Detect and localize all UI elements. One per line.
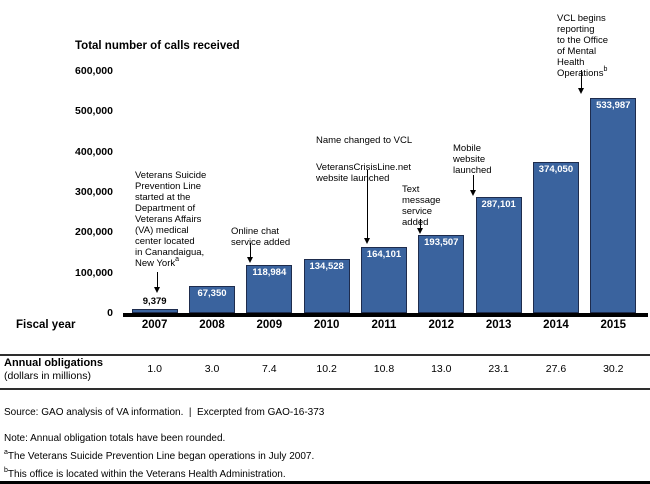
obligation-value: 10.2 xyxy=(316,363,337,375)
obligations-values: 1.0 3.0 7.4 10.2 10.8 13.0 23.1 27.6 30.2 xyxy=(126,363,642,375)
bar-slot-2013: 287,101 xyxy=(470,71,527,313)
bar-slot-2008: 67,350 xyxy=(183,71,240,313)
x-axis-tick: 2013 xyxy=(485,319,512,331)
y-axis-tick: 300,000 xyxy=(75,186,113,198)
x-axis-tick: 2014 xyxy=(543,319,569,331)
annotation-text: Mobile website launched xyxy=(453,143,492,176)
footnote-b-text: This office is located within the Vetera… xyxy=(7,469,286,480)
note-line: Note: Annual obligation totals have been… xyxy=(4,433,226,444)
figure-bottom-border xyxy=(0,481,650,484)
bar-slot-2010: 134,528 xyxy=(298,71,355,313)
x-axis-tick: 2007 xyxy=(141,319,168,331)
bars: 9,379 67,350 118,984 134,528 164,101 193,507 2… xyxy=(126,71,642,313)
bar-2008 xyxy=(188,285,235,313)
obligations-row-label: Annual obligations xyxy=(4,357,103,369)
bar-value-label: 193,507 xyxy=(424,236,459,248)
annotation-prevention-line-start: Veterans Suicide Prevention Line started… xyxy=(135,159,230,269)
bar-value-label: 533,987 xyxy=(596,99,631,111)
bar-value-label: 9,379 xyxy=(142,296,167,308)
y-axis: 600,000 500,000 400,000 300,000 200,000 100,0… xyxy=(0,0,113,335)
table-rule-top xyxy=(0,354,650,356)
annotation-mobile-website: Mobile website launched xyxy=(453,132,513,176)
bar-2013 xyxy=(475,197,522,313)
x-axis-tick: 2011 xyxy=(371,319,397,331)
y-axis-tick: 100,000 xyxy=(75,266,113,279)
annotation-arrow-2015 xyxy=(577,70,585,94)
annotation-name-change: Name changed to VCL VeteransCrisisLine.n… xyxy=(316,124,451,195)
annotation-arrow-2007 xyxy=(153,272,161,293)
footnote-marker-b: b xyxy=(603,65,608,73)
obligation-value: 3.0 xyxy=(204,363,220,375)
footnote-a-marker: a xyxy=(4,448,8,456)
bar-slot-2011: 164,101 xyxy=(355,71,412,313)
bar-value-label: 134,528 xyxy=(309,260,344,272)
annotation-arrow-2011 xyxy=(363,170,371,244)
annotation-text: VeteransCrisisLine.net website launched xyxy=(316,162,412,184)
y-axis-tick: 400,000 xyxy=(75,145,113,158)
footnote-marker-a: a xyxy=(175,255,180,263)
annotation-heading: Name changed to VCL xyxy=(316,135,413,146)
bar-value-label: 287,101 xyxy=(481,199,516,211)
footnote-a-text: The Veterans Suicide Prevention Line beg… xyxy=(7,451,315,462)
annotation-vcl-reporting: VCL begins reporting to the Office of Me… xyxy=(557,2,627,79)
annotation-text: Veterans Suicide Prevention Line started… xyxy=(135,170,207,269)
bar-slot-2012: 193,507 xyxy=(413,71,470,313)
footnote-a: aThe Veterans Suicide Prevention Line be… xyxy=(4,448,315,462)
table-rule-bottom xyxy=(0,388,650,390)
bar-2009 xyxy=(246,265,293,313)
source-line: Source: GAO analysis of VA information. … xyxy=(4,407,325,418)
footnote-b: bThis office is located within the Veter… xyxy=(4,466,286,480)
y-axis-tick: 600,000 xyxy=(75,65,113,77)
bar-slot-2014: 374,050 xyxy=(527,71,584,313)
obligation-value: 23.1 xyxy=(488,363,509,375)
x-axis-tick-labels: 2007 2008 2009 2010 2011 2012 2013 2014 2015 xyxy=(126,319,642,331)
chart-title: Total number of calls received xyxy=(75,40,240,52)
x-axis-tick: 2009 xyxy=(256,319,283,331)
bar-slot-2007: 9,379 xyxy=(126,71,183,313)
x-axis-tick: 2010 xyxy=(313,319,340,331)
obligation-value: 10.8 xyxy=(373,363,395,375)
obligation-value: 7.4 xyxy=(262,363,277,375)
annotation-arrow-2009 xyxy=(246,243,254,263)
annotation-text: VCL begins reporting to the Office of Me… xyxy=(557,13,609,79)
annotation-text: Text message service added xyxy=(402,184,441,228)
bar-2007 xyxy=(131,309,178,313)
y-axis-tick: 0 xyxy=(107,307,113,319)
annotation-online-chat: Online chat service added xyxy=(231,215,316,248)
bar-2010 xyxy=(303,258,350,313)
x-axis-tick: 2015 xyxy=(600,319,627,331)
footnote-b-marker: b xyxy=(4,466,8,474)
bar-2012 xyxy=(418,234,465,313)
bar-2011 xyxy=(360,246,407,313)
annotation-text: Online chat service added xyxy=(231,226,291,248)
bar-value-label: 164,101 xyxy=(366,248,402,260)
bar-value-label: 67,350 xyxy=(197,287,227,299)
x-axis-title: Fiscal year xyxy=(16,319,76,331)
bar-slot-2009: 118,984 xyxy=(241,71,298,313)
annotation-text-message: Text message service added xyxy=(402,173,462,228)
y-axis-tick: 500,000 xyxy=(75,105,113,118)
obligation-value: 1.0 xyxy=(147,363,162,375)
x-axis-tick: 2012 xyxy=(428,319,455,331)
bar-2015 xyxy=(590,97,637,313)
x-axis-line xyxy=(123,313,648,317)
annotation-arrow-2013 xyxy=(469,175,477,196)
bar-slot-2015: 533,987 xyxy=(585,71,642,313)
bar-2014 xyxy=(532,162,579,313)
obligation-value: 13.0 xyxy=(431,363,452,375)
bar-value-label: 374,050 xyxy=(538,164,574,176)
x-axis-tick: 2008 xyxy=(199,319,225,331)
y-axis-tick: 200,000 xyxy=(75,226,113,239)
obligation-value: 30.2 xyxy=(603,363,624,375)
obligations-row-sublabel: (dollars in millions) xyxy=(4,370,91,382)
bar-value-label: 118,984 xyxy=(252,267,287,278)
annotation-arrow-2012 xyxy=(416,219,424,234)
obligation-value: 27.6 xyxy=(545,363,567,375)
